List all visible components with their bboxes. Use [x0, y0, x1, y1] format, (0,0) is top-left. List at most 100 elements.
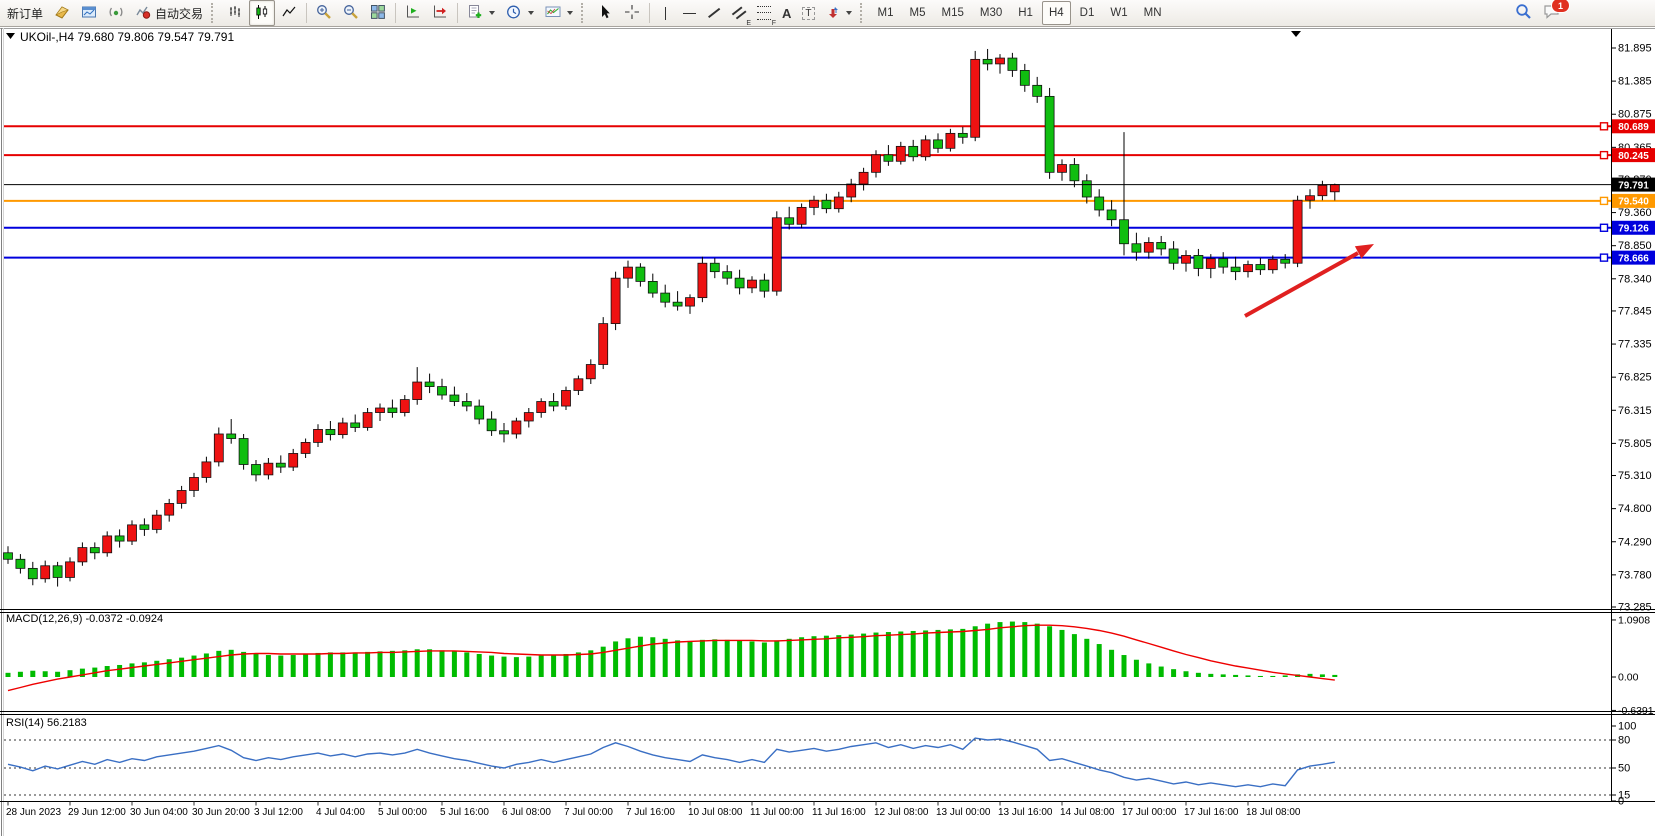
level-line-handle[interactable] [1599, 150, 1609, 160]
channel-tool-button[interactable]: E [727, 0, 751, 27]
cursor-tool-button[interactable] [592, 0, 618, 26]
time-tick-label: 17 Jul 16:00 [1184, 807, 1239, 818]
time-axis[interactable]: 28 Jun 2023 29 Jun 12:00 30 Jun 04:00 30 Ju… [6, 801, 1301, 819]
new-chart-dropdown[interactable] [462, 0, 500, 26]
candle-body [660, 292, 671, 303]
candle-body [1230, 266, 1241, 273]
timeframe-button-M1[interactable]: M1 [877, 7, 894, 19]
bar-chart-button[interactable] [222, 0, 248, 26]
text-label-tool-button[interactable]: T [797, 0, 819, 26]
main-toolbar: 新订单 自动交易 [0, 0, 1655, 27]
macd-histogram-bar [923, 630, 929, 677]
navigator-button[interactable] [76, 0, 102, 26]
level-line-handle[interactable] [1599, 253, 1609, 262]
line-chart-button[interactable] [276, 0, 302, 26]
tile-windows-button[interactable] [365, 0, 391, 26]
price-tick-label: 81.385 [1618, 76, 1652, 88]
search-button[interactable] [1515, 3, 1533, 24]
macd-panel[interactable]: 1.0908 0.00 -0.6391 MACD(12,26,9) -0.0372 -… [5, 613, 1654, 717]
price-tick-label: 74.290 [1618, 536, 1652, 548]
timeframe-button-M5[interactable]: M5 [909, 7, 926, 19]
candle-body [672, 301, 683, 307]
bid-price-tag: 79.791 [1618, 180, 1649, 191]
candle-body [213, 433, 224, 463]
auto-trading-button[interactable]: 自动交易 [130, 0, 208, 26]
text-tool-button[interactable]: A [777, 0, 796, 26]
vertical-line-tool-button[interactable] [654, 0, 677, 26]
new-order-button[interactable]: 新订单 [2, 0, 48, 26]
time-tick-label: 5 Jul 16:00 [440, 807, 489, 818]
level-line-handle[interactable] [1599, 223, 1609, 232]
macd-histogram-bar [216, 650, 222, 677]
arrow-head [1354, 244, 1374, 259]
auto-scroll-button[interactable] [400, 0, 426, 26]
macd-histogram-bar [451, 651, 457, 677]
timeframe-button-H1[interactable]: H1 [1018, 7, 1033, 19]
periods-dropdown[interactable] [501, 0, 539, 26]
macd-histogram-bar [464, 652, 470, 677]
macd-histogram-bar [5, 672, 11, 677]
signals-button[interactable] [103, 0, 129, 26]
chat-button[interactable]: 1 [1543, 0, 1570, 23]
candle-body [1032, 84, 1043, 97]
zoom-in-icon [316, 4, 332, 23]
level-line-handle[interactable] [1599, 122, 1609, 131]
macd-histogram-bar [749, 641, 755, 677]
macd-tick-label: -0.6391 [1618, 705, 1654, 717]
zoom-out-button[interactable] [338, 0, 364, 26]
timeframe-button-MN[interactable]: MN [1143, 7, 1162, 19]
level-line-handle[interactable] [1599, 196, 1609, 206]
trend-arrow-annotation[interactable] [1244, 244, 1374, 318]
candle-body [251, 464, 261, 476]
fibonacci-tool-button[interactable]: F [752, 0, 776, 27]
macd-histogram-bar [1034, 623, 1040, 677]
toolbar-grip[interactable] [211, 3, 219, 23]
macd-histogram-bar [303, 653, 309, 677]
level-price-tag-bg [1612, 220, 1655, 235]
timeframe-button-D1[interactable]: D1 [1079, 7, 1095, 19]
macd-histogram-bar [774, 640, 780, 677]
macd-tick-label: 1.0908 [1618, 614, 1650, 626]
macd-histogram-bar [575, 652, 581, 677]
trendline-tool-button[interactable] [702, 0, 726, 26]
candlestick-chart-button[interactable] [249, 0, 276, 26]
timeframe-button-M30[interactable]: M30 [979, 7, 1003, 19]
price-tick-label: 75.310 [1618, 470, 1652, 482]
zoom-in-button[interactable] [311, 0, 337, 26]
templates-dropdown[interactable] [540, 0, 578, 26]
rsi-panel[interactable]: 100 80 50 150 RSI(14) 56.2183 [4, 717, 1636, 808]
price-axis[interactable]: 81.89581.38580.87580.36579.87079.36078.8… [1611, 29, 1655, 801]
macd-histogram-bar [724, 639, 730, 677]
radar-signal-icon [108, 4, 124, 23]
zoom-out-icon [343, 4, 359, 23]
timeframe-button-H4[interactable]: H4 [1041, 1, 1071, 25]
timeframe-button-M15[interactable]: M15 [941, 7, 964, 19]
arrows-tool-dropdown[interactable] [821, 0, 857, 26]
candle-body [52, 565, 63, 578]
crosshair-tool-button[interactable] [619, 0, 645, 26]
horizontal-line-tool-button[interactable] [678, 0, 701, 26]
toolbar-grip[interactable] [581, 3, 589, 23]
macd-histogram-bar [1282, 675, 1288, 677]
chart-shift-button[interactable] [427, 0, 453, 26]
rsi-tick-label: 80 [1618, 735, 1630, 747]
candle-body [300, 442, 311, 454]
text-label-icon: T [802, 6, 815, 20]
macd-histogram-bar [1133, 659, 1139, 677]
timeframe-button-W1[interactable]: W1 [1110, 7, 1128, 19]
macd-histogram-bar [935, 629, 941, 677]
candle-body [573, 378, 584, 391]
candle-body [846, 183, 857, 198]
candle-body [623, 266, 633, 279]
candle-body [1057, 164, 1067, 173]
window-icon [81, 4, 97, 23]
symbol-dropdown-triangle-icon[interactable] [6, 33, 15, 39]
candle-body [1106, 209, 1117, 221]
auto-trading-icon [135, 4, 151, 23]
macd-histogram-bar [129, 663, 135, 677]
toolbar-grip[interactable] [859, 3, 868, 23]
candlestick-chart-icon [254, 4, 270, 23]
market-watch-button[interactable] [49, 0, 75, 26]
scroll-position-marker-icon [1291, 31, 1301, 37]
